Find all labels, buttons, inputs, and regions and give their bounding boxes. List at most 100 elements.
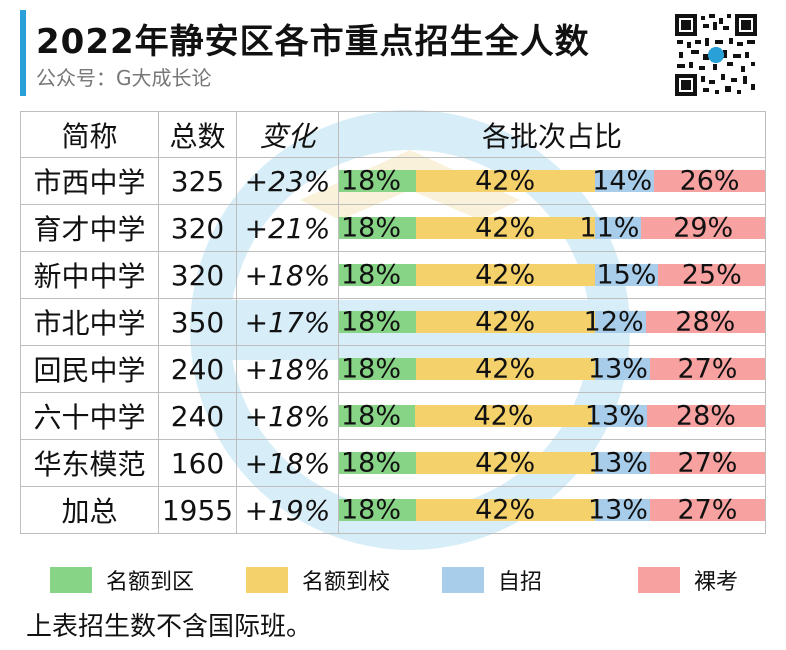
legend-item-self: 自招 bbox=[442, 565, 542, 595]
bar-segment-label: 18% bbox=[341, 212, 402, 244]
school-name-cell: 新中中学 bbox=[20, 251, 159, 299]
legend-swatch-exam bbox=[638, 567, 680, 593]
table-row: 育才中学 320 +21% 18% 42% 11% 29% bbox=[20, 204, 766, 252]
bar-segment-2: 42% bbox=[414, 400, 593, 432]
total-cell: 325 bbox=[158, 157, 237, 205]
bar-segment-1: 18% bbox=[339, 306, 416, 338]
bar-segment-label: 14% bbox=[592, 165, 653, 197]
bar-segment-1: 18% bbox=[339, 497, 416, 524]
bar-segment-3: 12% bbox=[584, 309, 646, 336]
bar-segment-3: 13% bbox=[588, 450, 650, 477]
legend-swatch-district bbox=[50, 567, 92, 593]
bar-segment-label: 13% bbox=[584, 400, 645, 432]
table-row: 华东模范 160 +18% 18% 42% 13% 27% bbox=[20, 439, 766, 487]
bar-segment-1: 18% bbox=[339, 400, 415, 432]
total-cell: 160 bbox=[158, 439, 237, 487]
bar-segment-3: 13% bbox=[588, 497, 650, 524]
school-name-cell: 育才中学 bbox=[20, 204, 159, 252]
share-bar-cell: 18% 42% 13% 28% bbox=[338, 392, 766, 440]
bar-segment-4: 28% bbox=[645, 309, 765, 336]
bar-segment-label: 12% bbox=[583, 306, 644, 338]
school-name-cell: 市北中学 bbox=[20, 298, 159, 346]
share-bar-cell: 18% 42% 15% 25% bbox=[338, 251, 766, 299]
bar-segment-label: 42% bbox=[475, 353, 536, 385]
bar-segment-3: 11% bbox=[579, 215, 642, 242]
bar-segment-label: 18% bbox=[341, 400, 402, 432]
bar-segment-label: 29% bbox=[673, 212, 734, 244]
legend-item-district: 名额到区 bbox=[50, 565, 194, 595]
bar-segment-2: 42% bbox=[415, 165, 595, 197]
bar-segment-label: 42% bbox=[473, 400, 534, 432]
total-cell: 1955 bbox=[158, 486, 237, 534]
page-title: 2022年静安区各市重点招生全人数 bbox=[36, 22, 590, 62]
bar-segment-label: 42% bbox=[475, 212, 536, 244]
total-cell: 320 bbox=[158, 204, 237, 252]
bar-segment-label: 15% bbox=[596, 259, 657, 291]
table-row: 市西中学 325 +23% 18% 42% 14% 26% bbox=[20, 157, 766, 205]
legend-item-school: 名额到校 bbox=[246, 565, 390, 595]
stacked-share-bar: 18% 42% 13% 27% bbox=[339, 447, 765, 479]
bar-segment-1: 18% bbox=[339, 447, 416, 479]
bar-segment-label: 27% bbox=[677, 447, 738, 479]
stacked-share-bar: 18% 42% 14% 26% bbox=[339, 165, 765, 197]
bar-segment-label: 25% bbox=[681, 259, 742, 291]
bar-segment-4: 27% bbox=[649, 353, 765, 385]
share-bar-cell: 18% 42% 12% 28% bbox=[338, 298, 766, 346]
bar-segment-4: 28% bbox=[646, 403, 765, 430]
legend-label-district: 名额到区 bbox=[106, 570, 195, 595]
bar-segment-label: 13% bbox=[587, 447, 648, 479]
enrollment-table: 简称 总数 变化 各批次占比 市西中学 325 +23% 18% 42% 14% 26% 育才… bbox=[20, 111, 766, 534]
table-header-row: 简称 总数 变化 各批次占比 bbox=[20, 111, 766, 158]
bar-segment-4: 26% bbox=[654, 168, 765, 195]
stacked-share-bar: 18% 42% 13% 28% bbox=[339, 400, 765, 432]
bar-segment-label: 27% bbox=[677, 353, 738, 385]
share-bar-cell: 18% 42% 13% 27% bbox=[338, 345, 766, 393]
school-name-cell: 回民中学 bbox=[20, 345, 159, 393]
bar-segment-3: 15% bbox=[594, 259, 659, 291]
school-name-cell: 六十中学 bbox=[20, 392, 159, 440]
bar-segment-label: 11% bbox=[579, 212, 640, 244]
legend-label-self: 自招 bbox=[498, 570, 543, 595]
bar-segment-2: 42% bbox=[415, 494, 595, 526]
share-bar-cell: 18% 42% 11% 29% bbox=[338, 204, 766, 252]
bar-segment-label: 18% bbox=[341, 447, 402, 479]
bar-segment-label: 42% bbox=[475, 259, 536, 291]
bar-segment-4: 25% bbox=[658, 259, 765, 291]
change-cell: +17% bbox=[236, 298, 339, 346]
bar-segment-label: 18% bbox=[341, 306, 402, 338]
stacked-share-bar: 18% 42% 15% 25% bbox=[339, 259, 765, 291]
total-cell: 240 bbox=[158, 392, 237, 440]
stacked-share-bar: 18% 42% 11% 29% bbox=[339, 212, 765, 244]
column-header-shares: 各批次占比 bbox=[338, 111, 766, 158]
column-header-total: 总数 bbox=[158, 111, 237, 158]
bar-segment-label: 13% bbox=[587, 494, 648, 526]
bar-segment-1: 18% bbox=[339, 356, 416, 383]
bar-segment-1: 18% bbox=[339, 168, 416, 195]
bar-segment-3: 13% bbox=[585, 403, 647, 430]
bar-segment-label: 42% bbox=[475, 494, 536, 526]
change-cell: +18% bbox=[236, 392, 339, 440]
table-row: 市北中学 350 +17% 18% 42% 12% 28% bbox=[20, 298, 766, 346]
column-header-change: 变化 bbox=[236, 111, 339, 158]
bar-segment-2: 42% bbox=[415, 212, 595, 244]
share-bar-cell: 18% 42% 14% 26% bbox=[338, 157, 766, 205]
bar-segment-label: 42% bbox=[475, 165, 536, 197]
legend-label-exam: 裸考 bbox=[694, 570, 739, 595]
bar-segment-label: 13% bbox=[587, 353, 648, 385]
bar-segment-4: 27% bbox=[649, 447, 765, 479]
legend-swatch-school bbox=[246, 567, 288, 593]
stacked-share-bar: 18% 42% 12% 28% bbox=[339, 306, 765, 338]
total-cell: 240 bbox=[158, 345, 237, 393]
total-cell: 350 bbox=[158, 298, 237, 346]
column-header-name: 简称 bbox=[20, 111, 159, 158]
table-row: 回民中学 240 +18% 18% 42% 13% 27% bbox=[20, 345, 766, 393]
header-accent-bar bbox=[20, 10, 26, 96]
change-cell: +23% bbox=[236, 157, 339, 205]
share-bar-cell: 18% 42% 13% 27% bbox=[338, 439, 766, 487]
bar-segment-1: 18% bbox=[339, 212, 416, 244]
table-row: 加总 1955 +19% 18% 42% 13% 27% bbox=[20, 486, 766, 534]
bar-segment-label: 42% bbox=[475, 447, 536, 479]
change-cell: +21% bbox=[236, 204, 339, 252]
footer-note: 上表招生数不含国际班。 bbox=[26, 612, 313, 642]
table-row: 六十中学 240 +18% 18% 42% 13% 28% bbox=[20, 392, 766, 440]
